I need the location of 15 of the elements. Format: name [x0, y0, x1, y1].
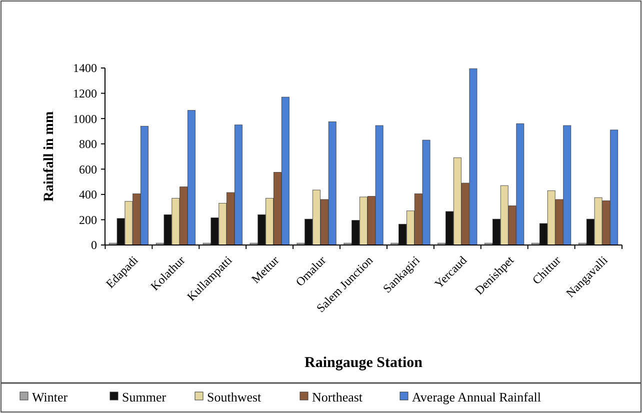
- x-axis-title: Raingauge Station: [304, 355, 424, 371]
- y-axis-title: Rainfall in mm: [42, 111, 57, 202]
- y-tick-label: 400: [79, 188, 97, 202]
- legend-label: Northeast: [312, 390, 363, 405]
- y-tick-label: 200: [79, 212, 97, 227]
- legend-label: Southwest: [207, 390, 262, 405]
- y-tick-label: 1000: [73, 112, 97, 126]
- y-tick-label: 1400: [73, 61, 97, 76]
- legend-label: Average Annual Rainfall: [412, 390, 542, 405]
- y-tick-label: 600: [79, 162, 97, 176]
- legend-label: Winter: [32, 390, 68, 405]
- y-tick-label: 1200: [73, 86, 97, 100]
- legend-label: Summer: [122, 390, 167, 405]
- y-tick-label: 0: [91, 238, 97, 252]
- y-tick-label: 800: [79, 137, 97, 152]
